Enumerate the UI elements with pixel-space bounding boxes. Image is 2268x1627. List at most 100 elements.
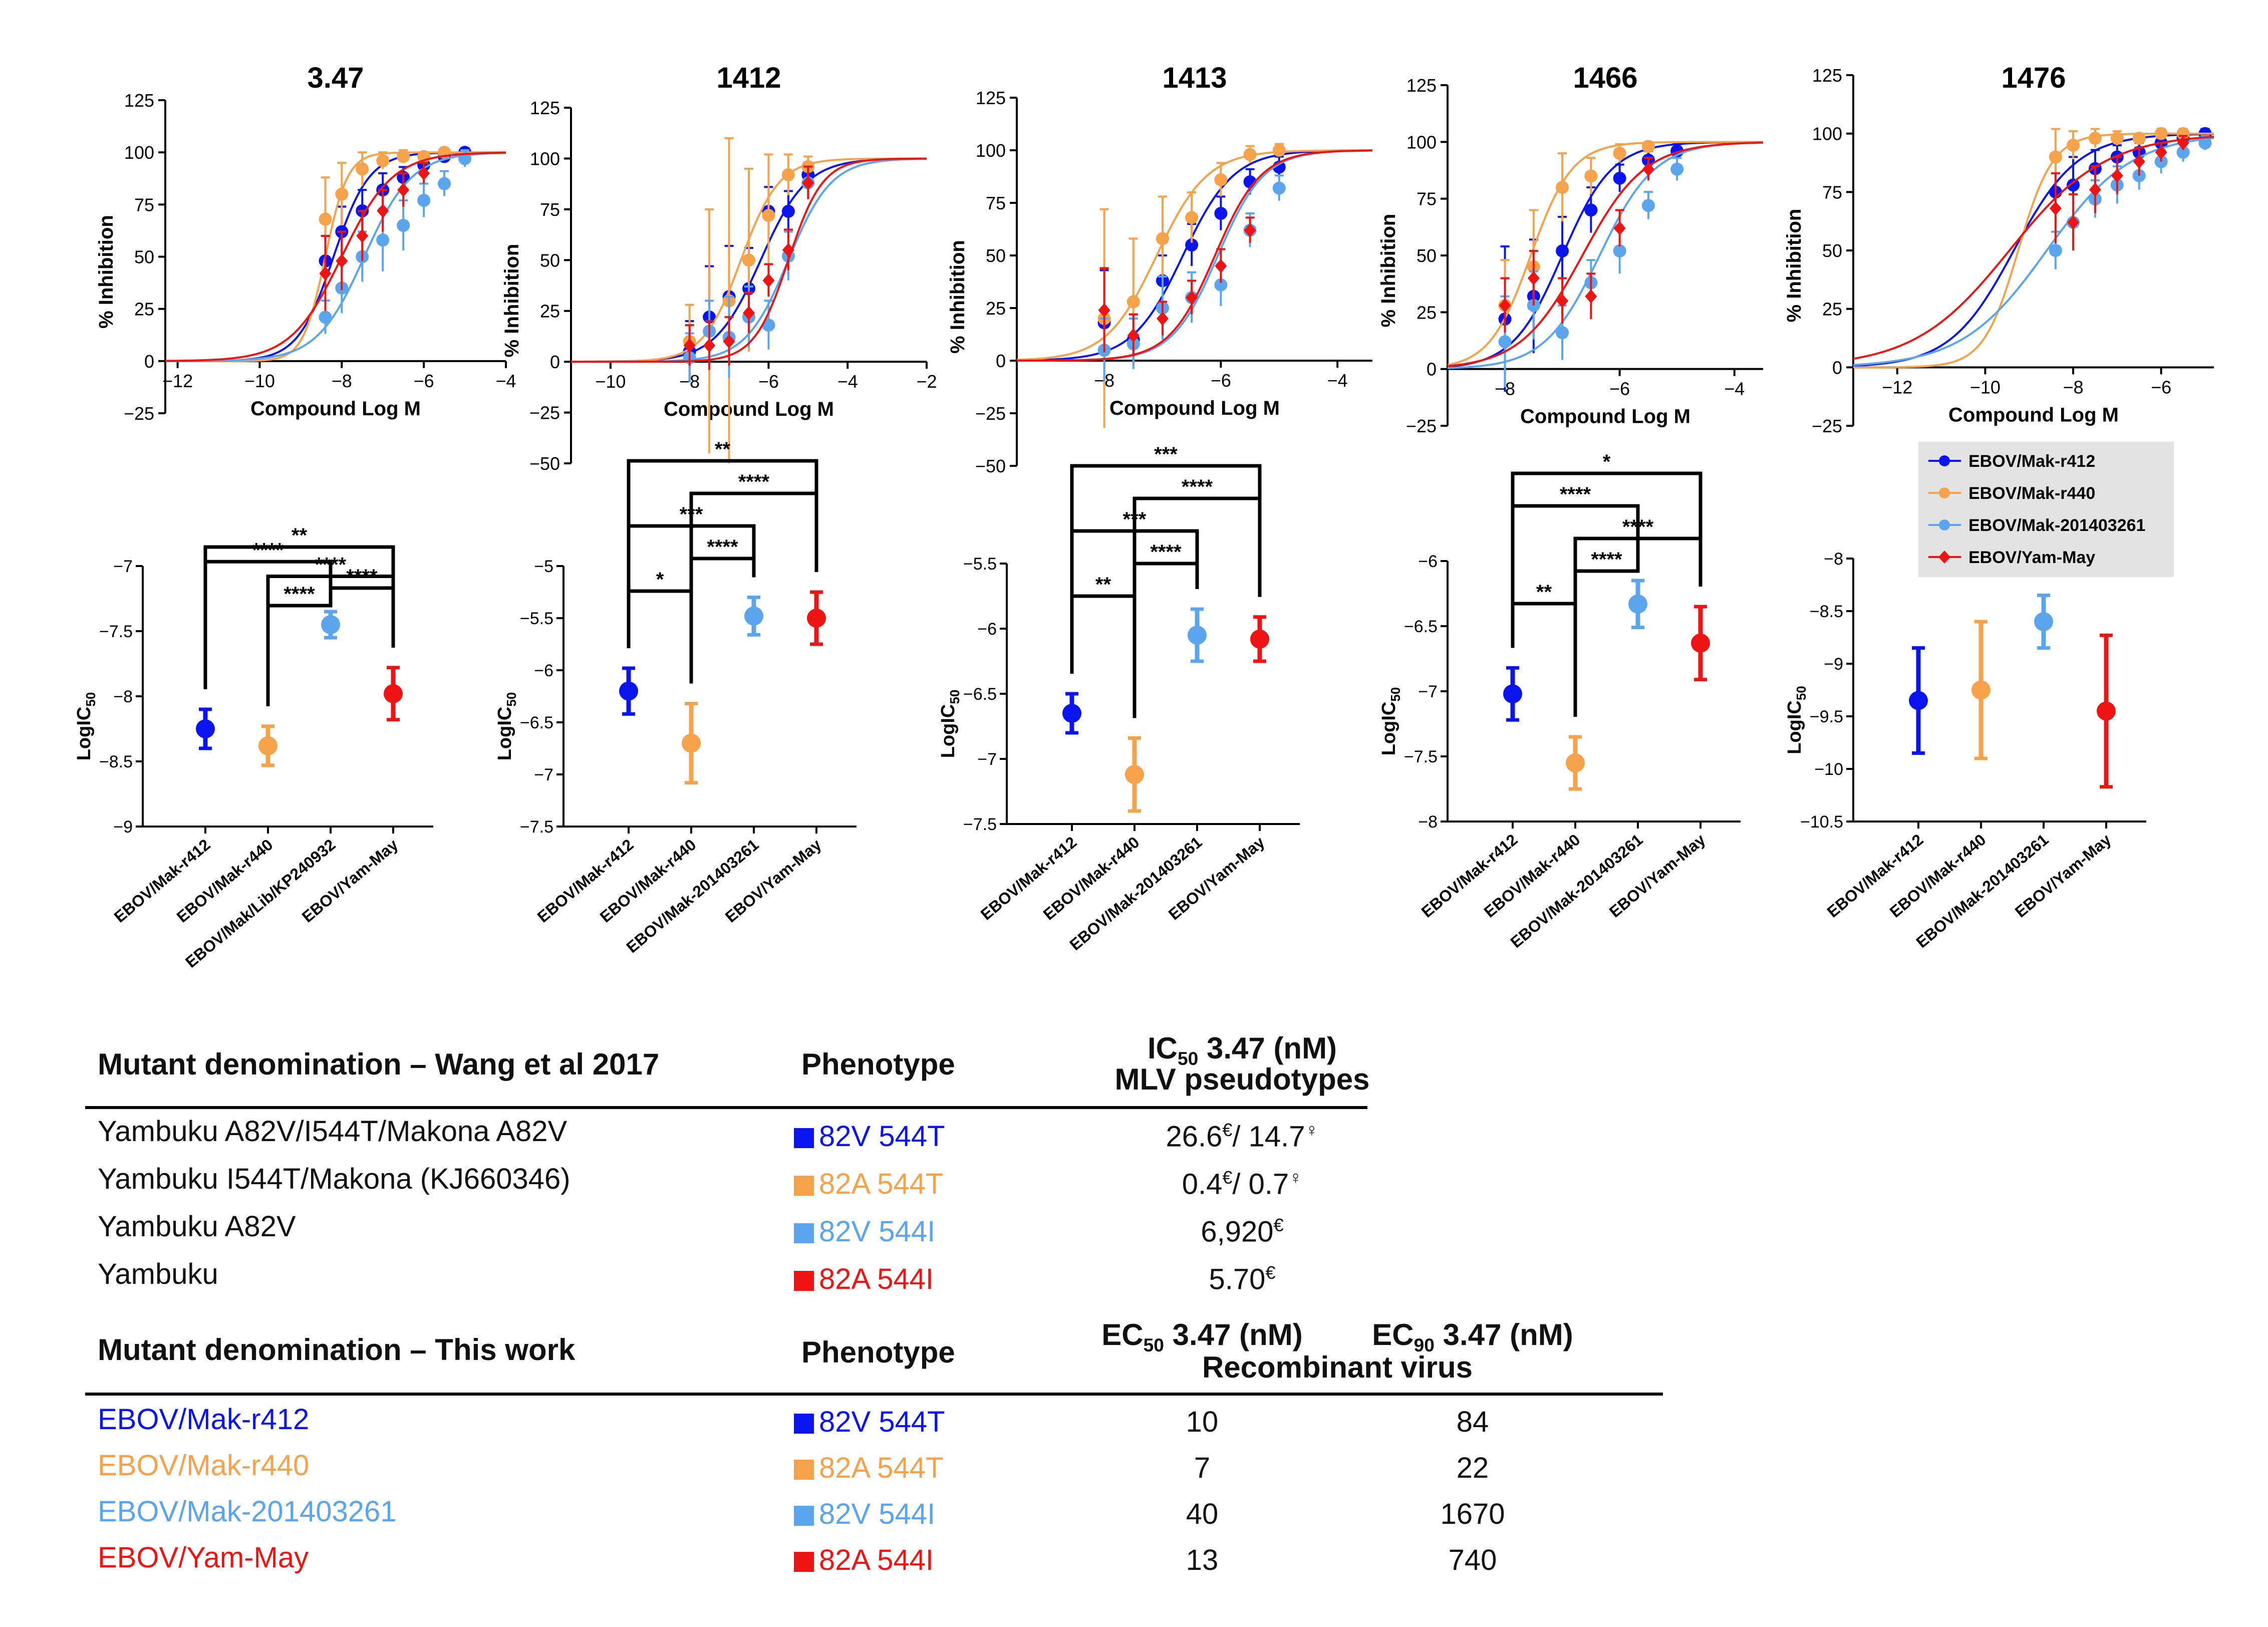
- fit-curve: [1853, 136, 2214, 360]
- y-tick-label: −6.5: [520, 713, 553, 732]
- y-tick-label: 75: [986, 193, 1006, 213]
- x-axis-label: Compound Log M: [250, 398, 421, 420]
- y-tick-label: 0: [996, 351, 1006, 371]
- significance-label: **: [292, 524, 308, 547]
- y-axis-label: % Inhibition: [1783, 209, 1805, 323]
- data-point: [2088, 132, 2102, 145]
- y-tick-label: 25: [986, 298, 1006, 319]
- x-tick-label: −12: [162, 371, 193, 391]
- y-tick-label: −25: [124, 403, 154, 424]
- y-tick-label: −8: [1824, 550, 1843, 569]
- table1-phenotype: 82A 544I: [794, 1262, 934, 1296]
- y-axis-label: LogIC50: [938, 690, 962, 758]
- significance-bracket: [1573, 561, 1640, 717]
- significance-bracket: [689, 491, 818, 684]
- fit-curve: [1016, 149, 1372, 361]
- x-tick-label: −10: [1970, 377, 2001, 397]
- fit-curve: [165, 151, 506, 362]
- y-tick-label: 125: [1406, 75, 1437, 96]
- ic50-panel-5: −10.5−10−9.5−9−8.5−8LogIC50EBOV/Mak-r412…: [1784, 550, 2146, 951]
- y-tick-label: 100: [124, 142, 154, 163]
- table1-ic50-value: 0.4€/ 0.7♀: [1182, 1167, 1303, 1201]
- phenotype-swatch: [794, 1506, 814, 1526]
- y-tick-label: −7: [113, 557, 133, 576]
- ic50-point: [1909, 691, 1928, 710]
- x-axis-label: Compound Log M: [664, 398, 834, 420]
- fit-curve: [165, 152, 506, 362]
- significance-bracket: [266, 592, 333, 706]
- data-point: [319, 311, 332, 324]
- legend-marker: [1939, 455, 1950, 466]
- panel-title: 1413: [1162, 62, 1227, 94]
- y-axis-label-main: LogIC: [494, 707, 515, 761]
- ic50-point: [1125, 765, 1144, 784]
- y-tick-label: 125: [124, 90, 154, 111]
- significance-label: ***: [1123, 508, 1147, 530]
- table2-rule: [85, 1393, 1663, 1396]
- data-point: [1670, 162, 1684, 176]
- y-tick-label: −6: [977, 620, 997, 639]
- panel-title: 1466: [1573, 62, 1637, 94]
- significance-label: ****: [1182, 476, 1213, 498]
- data-point: [2132, 132, 2146, 145]
- data-point: [2133, 154, 2145, 169]
- legend-marker: [1939, 487, 1950, 498]
- data-point: [2111, 168, 2123, 183]
- significance-label: ***: [680, 503, 703, 525]
- x-axis-label: Compound Log M: [1520, 406, 1690, 428]
- data-point: [1527, 271, 1540, 286]
- significance-bracket: [203, 560, 333, 689]
- data-point: [1584, 169, 1598, 183]
- ic50-point: [1188, 626, 1207, 645]
- series-EBOV/Mak-r412: [1016, 149, 1373, 376]
- table2-phenotype: 82A 544I: [794, 1543, 934, 1577]
- significance-label: ****: [252, 539, 284, 561]
- table1-mutant-name: Yambuku A82V/I544T/Makona A82V: [98, 1115, 568, 1148]
- data-point: [2110, 132, 2124, 145]
- data-point: [1156, 312, 1169, 326]
- data-point: [1244, 223, 1256, 237]
- data-point: [2049, 150, 2062, 164]
- data-point: [1156, 232, 1169, 245]
- y-tick-label: 125: [1812, 65, 1842, 86]
- data-point: [1613, 221, 1626, 235]
- data-point: [397, 150, 410, 163]
- y-tick-label: −5.5: [963, 555, 997, 574]
- y-tick-label: −7: [534, 765, 553, 784]
- y-tick-label: 25: [1416, 302, 1437, 323]
- y-tick-label: 100: [976, 140, 1006, 161]
- significance-label: ****: [738, 471, 770, 493]
- phenotype-swatch: [794, 1128, 814, 1148]
- table2-virus-name: EBOV/Mak-r412: [98, 1403, 310, 1436]
- y-tick-label: −25: [1406, 416, 1437, 436]
- y-axis-label: % Inhibition: [501, 244, 523, 358]
- ic50-point: [321, 615, 340, 634]
- y-tick-label: 75: [1822, 182, 1842, 202]
- data-point: [762, 273, 775, 288]
- y-tick-label: −7.5: [963, 815, 997, 834]
- data-point: [1215, 259, 1227, 273]
- y-axis-label: % Inhibition: [947, 240, 969, 354]
- y-axis-label-main: LogIC: [1378, 702, 1399, 756]
- data-point: [781, 168, 795, 181]
- y-tick-label: −8: [1418, 812, 1438, 832]
- y-tick-label: 50: [1416, 245, 1437, 266]
- x-tick-label: −2: [916, 371, 937, 392]
- data-point: [2155, 145, 2167, 159]
- ic50-point: [682, 733, 701, 753]
- data-point: [2049, 201, 2062, 215]
- x-tick-label: −4: [837, 371, 858, 392]
- significance-bracket: [627, 524, 756, 648]
- y-tick-label: 0: [1427, 359, 1437, 380]
- y-tick-label: −25: [975, 403, 1006, 424]
- fit-curve: [1447, 141, 1764, 367]
- series-EBOV/Mak-201403261: [1447, 141, 1764, 387]
- table2-ec90-value: 1670: [1440, 1498, 1505, 1530]
- y-tick-label: −10: [1814, 760, 1843, 779]
- y-tick-label: 50: [134, 247, 154, 267]
- data-point: [1186, 291, 1198, 305]
- y-axis-label: % Inhibition: [1377, 214, 1399, 328]
- y-axis-label-sub: 50: [947, 690, 962, 704]
- table1-mutant-name: Yambuku A82V: [98, 1210, 296, 1243]
